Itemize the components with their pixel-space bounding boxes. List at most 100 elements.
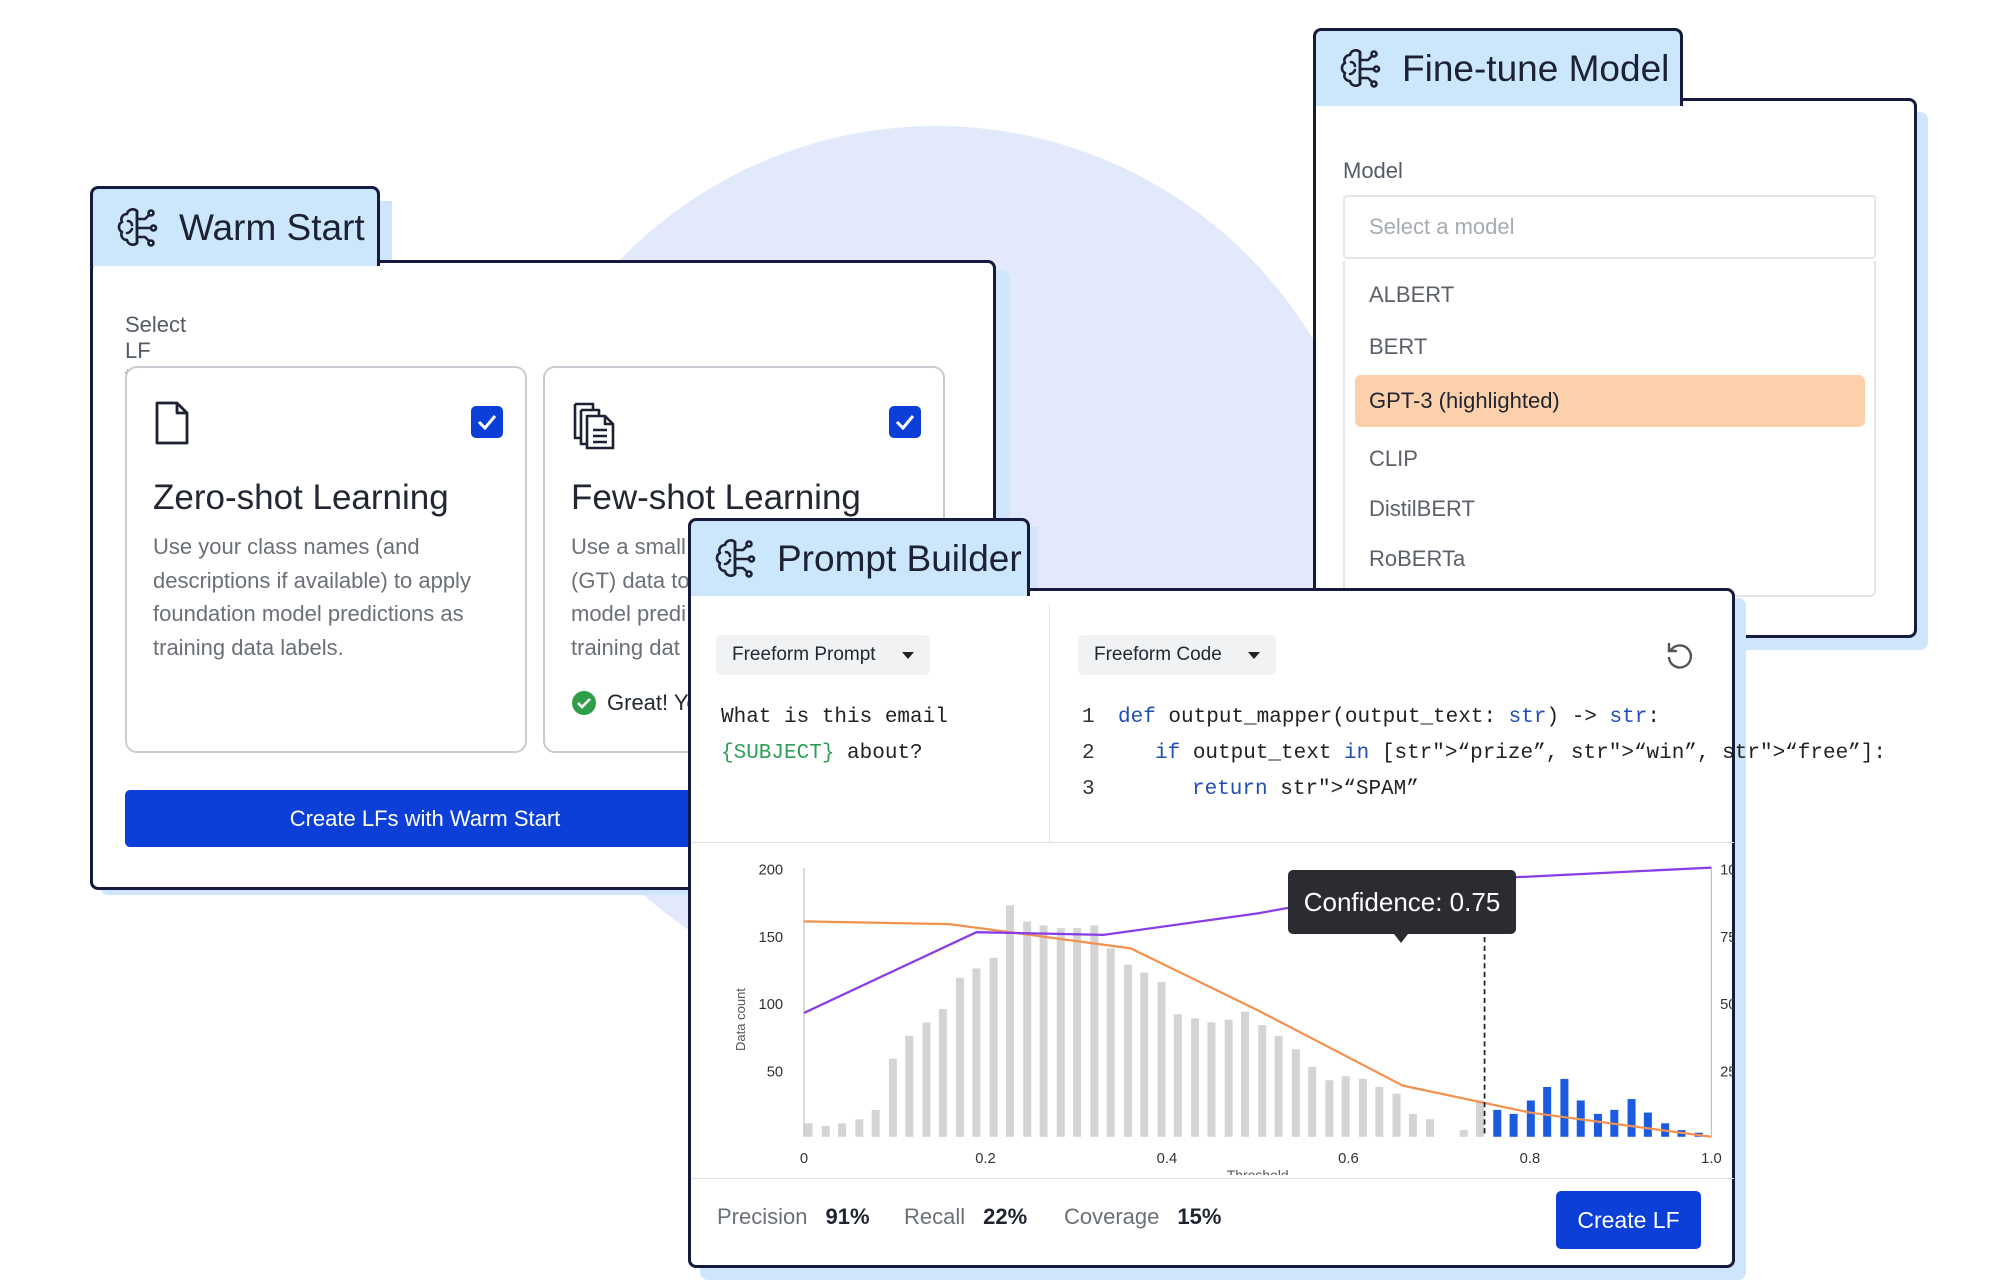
histogram-bar <box>1023 921 1032 1137</box>
model-option[interactable]: DistilBERT <box>1369 496 1475 521</box>
few-shot-note: Great! Yo <box>571 690 699 716</box>
reset-icon[interactable] <box>1664 640 1696 677</box>
histogram-bar <box>1358 1078 1367 1137</box>
fine-tune-tab: Fine-tune Model <box>1313 28 1683 106</box>
prompt-text-line-1[interactable]: What is this email <box>721 706 948 729</box>
histogram-bar <box>1073 928 1082 1137</box>
histogram-bar <box>1476 1100 1485 1137</box>
model-option[interactable]: BERT <box>1369 334 1428 359</box>
histogram-bar <box>922 1022 931 1137</box>
zero-shot-description: Use your class names (and descriptions i… <box>153 534 471 660</box>
histogram-bar <box>1157 981 1166 1137</box>
model-select-placeholder: Select a model <box>1369 214 1515 239</box>
histogram-bar <box>1191 1018 1200 1137</box>
histogram-bar <box>1341 1076 1350 1137</box>
prompt-mode-dropdown[interactable]: Freeform Prompt <box>716 635 930 675</box>
model-option[interactable]: RoBERTa <box>1369 546 1466 571</box>
code-mode-dropdown[interactable]: Freeform Code <box>1078 635 1276 675</box>
brain-circuit-icon <box>115 205 161 251</box>
chevron-down-icon <box>1247 651 1260 659</box>
model-option-highlighted[interactable]: GPT-3 (highlighted) <box>1355 375 1865 427</box>
x-axis-label: Threshold <box>1227 1167 1289 1175</box>
histogram-bar <box>1560 1078 1569 1137</box>
model-option[interactable]: CLIP <box>1369 446 1418 471</box>
panel-divider <box>691 842 1734 843</box>
chevron-down-icon <box>901 651 914 659</box>
histogram-bar <box>938 1008 947 1137</box>
precision-value: 91% <box>825 1204 870 1229</box>
histogram-bar <box>1627 1099 1636 1137</box>
histogram-bar <box>1123 964 1132 1137</box>
histogram-bar <box>1392 1093 1401 1137</box>
histogram-bar <box>855 1119 864 1137</box>
histogram-bar <box>1224 1019 1233 1137</box>
histogram-bar <box>821 1126 830 1137</box>
prompt-builder-tab: Prompt Builder <box>688 518 1030 596</box>
histogram-bar <box>1493 1109 1502 1137</box>
prompt-text-line-2[interactable]: {SUBJECT} about? <box>721 742 923 765</box>
histogram-bar <box>1526 1100 1535 1137</box>
coverage-label: Coverage <box>1064 1204 1160 1229</box>
model-options-list: ALBERT BERT GPT-3 (highlighted) CLIP Dis… <box>1343 261 1876 597</box>
code-line[interactable]: def output_mapper(output_text: str) -> s… <box>1118 706 1660 729</box>
success-check-icon <box>572 691 596 715</box>
coverage-stat: Coverage 15% <box>1064 1204 1221 1230</box>
histogram-bar <box>1140 972 1149 1137</box>
histogram-bar <box>1291 1049 1300 1137</box>
y2-tick-label: 100% <box>1720 863 1734 879</box>
precision-line <box>803 866 1712 1014</box>
x-tick-label: 0.2 <box>975 1151 996 1167</box>
histogram-bar <box>1039 925 1048 1137</box>
threshold-chart: 50 100 150 200 25% 50% 75% 100% 0 0.2 0.4 0.6 0.8 1.0… <box>733 863 1734 1175</box>
y-tick-label: 200 <box>758 863 783 879</box>
few-shot-note-text: Great! Yo <box>607 690 699 715</box>
brain-circuit-icon <box>1338 46 1384 92</box>
x-tick-label: 0.4 <box>1157 1151 1178 1167</box>
y2-tick-label: 25% <box>1720 1064 1734 1080</box>
warm-start-title: Warm Start <box>179 206 365 248</box>
recall-label: Recall <box>904 1204 966 1229</box>
histogram-bar <box>905 1035 914 1137</box>
create-lf-label: Create LF <box>1577 1206 1680 1233</box>
y2-tick-label: 50% <box>1720 997 1734 1013</box>
y-axis-label: Data count <box>733 988 748 1051</box>
check-icon <box>477 415 497 430</box>
code-line-number: 3 <box>1082 778 1095 801</box>
histogram-bar <box>989 957 998 1137</box>
histogram-bar <box>1509 1113 1518 1137</box>
histogram-bar <box>1173 1014 1182 1137</box>
create-lfs-warm-start-label: Create LFs with Warm Start <box>289 805 561 831</box>
code-line[interactable]: if output_text in [str">“prize”, str">“w… <box>1155 742 1886 765</box>
tooltip-arrow <box>1394 934 1408 943</box>
documents-icon <box>571 400 619 457</box>
model-select[interactable]: Select a model <box>1343 195 1876 259</box>
histogram-bar <box>1005 905 1014 1137</box>
histogram-bar <box>1459 1130 1468 1137</box>
histogram-bar <box>1375 1086 1384 1137</box>
x-tick-label: 0.8 <box>1520 1151 1541 1167</box>
few-shot-checkbox[interactable] <box>889 406 921 438</box>
code-line[interactable]: return str">“SPAM” <box>1192 778 1419 801</box>
create-lf-button[interactable]: Create LF <box>1556 1191 1701 1249</box>
coverage-value: 15% <box>1177 1204 1222 1229</box>
histogram-bar <box>1106 948 1115 1137</box>
warm-start-tab: Warm Start <box>90 186 380 266</box>
histogram-bar <box>804 1123 813 1137</box>
x-tick-label: 1.0 <box>1701 1151 1722 1167</box>
histogram-bar <box>972 968 981 1137</box>
prompt-mode-label: Freeform Prompt <box>732 644 876 665</box>
precision-stat: Precision 91% <box>717 1204 870 1230</box>
zero-shot-checkbox[interactable] <box>471 406 503 438</box>
histogram-bar <box>1090 925 1099 1137</box>
prompt-text-rest: about? <box>834 742 923 765</box>
document-icon <box>153 400 191 451</box>
zero-shot-card[interactable]: Zero-shot Learning Use your class names … <box>125 366 527 753</box>
x-tick-label: 0.6 <box>1338 1151 1359 1167</box>
histogram-bar <box>1207 1022 1216 1137</box>
histogram-bar <box>1056 928 1065 1137</box>
histogram-bar <box>1308 1066 1317 1137</box>
create-lfs-warm-start-button[interactable]: Create LFs with Warm Start <box>125 790 725 847</box>
histogram-bar <box>1258 1025 1267 1137</box>
model-label: Model <box>1343 158 1403 183</box>
model-option[interactable]: ALBERT <box>1369 282 1455 307</box>
